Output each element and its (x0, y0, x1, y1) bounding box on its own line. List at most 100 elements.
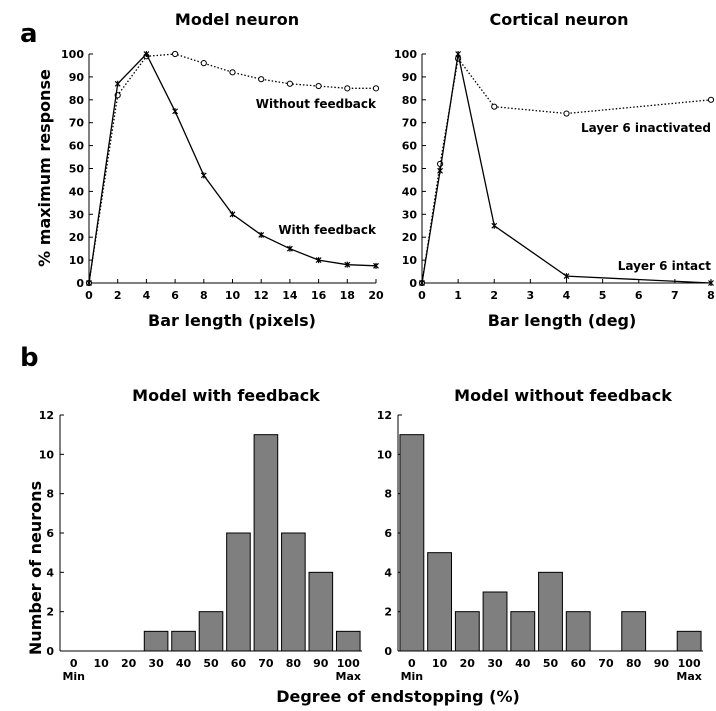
x-tick-label: 40 (176, 657, 192, 670)
data-point (172, 50, 179, 58)
x-tick-label: 90 (654, 657, 670, 670)
x-tick-label: 6 (171, 289, 179, 302)
histogram-bar (621, 611, 647, 652)
data-point (563, 110, 570, 117)
y-tick-label: 60 (402, 140, 418, 153)
histogram-bar (281, 532, 306, 652)
series-label: Without feedback (256, 97, 377, 111)
x-tick-label: 10 (432, 657, 448, 670)
y-axis-label-neurons: Number of neurons (26, 481, 45, 655)
y-tick-label: 90 (402, 71, 418, 84)
y-tick-label: 60 (69, 140, 85, 153)
data-point (419, 280, 425, 286)
x-tick-label: 3 (527, 289, 535, 302)
x-tick-label: 80 (626, 657, 642, 670)
data-point (315, 257, 322, 264)
histogram-with-feedback: 0 2 4 6 8 10 12 0 10 20 30 40 50 60 70 80 90 100 Min Max (39, 409, 362, 683)
histogram-bar (198, 611, 224, 652)
y-tick-label: 80 (402, 94, 418, 107)
series-label: Layer 6 intact (618, 259, 712, 273)
y-tick-label: 70 (402, 117, 418, 130)
y-tick-label: 30 (69, 208, 85, 221)
x-tick-label: 14 (282, 289, 298, 302)
x-tick-label: 4 (143, 289, 151, 302)
x-tick-label: 60 (231, 657, 247, 670)
chart-title-cortical-neuron: Cortical neuron (490, 10, 629, 29)
data-point (258, 76, 265, 83)
chart-title-model-neuron: Model neuron (175, 10, 299, 29)
y-tick-label: 4 (46, 566, 54, 579)
data-point (286, 245, 293, 252)
series-label: Layer 6 inactivated (581, 121, 711, 135)
x-tick-label: 0 (85, 289, 93, 302)
x-tick-label: 50 (203, 657, 219, 670)
x-tick-label: 90 (313, 657, 329, 670)
y-tick-label: 6 (384, 527, 392, 540)
data-point (707, 96, 715, 103)
data-point (200, 172, 207, 179)
y-tick-label: 20 (69, 231, 85, 244)
x-min-label: Min (62, 670, 85, 683)
histogram-bar (171, 630, 196, 652)
data-point (229, 69, 236, 76)
data-point (114, 80, 121, 87)
y-tick-label: 50 (69, 163, 85, 176)
y-tick-label: 2 (384, 606, 392, 619)
histogram-bar (565, 611, 591, 652)
x-axis-label-deg: Bar length (deg) (488, 311, 637, 330)
line-chart-cortical-neuron: 0 10 20 30 40 50 60 70 80 90 100 0 1 2 3 4 5 6 7 8 Layer 6 i… (394, 48, 715, 302)
y-tick-label: 20 (402, 231, 418, 244)
x-tick-label: 70 (258, 657, 274, 670)
histogram-bar (253, 434, 279, 652)
data-point (437, 167, 443, 174)
x-tick-label: 10 (225, 289, 241, 302)
data-point (455, 51, 462, 57)
x-tick-label: 0 (418, 289, 426, 302)
x-tick-label: 60 (571, 657, 587, 670)
histogram-bar (427, 552, 453, 652)
data-point (86, 280, 92, 286)
line-chart-model-neuron: 0 10 20 30 40 50 60 70 80 90 100 0 2 4 6 8 10 12 14 16 18 20 W… (61, 48, 384, 302)
x-tick-label: 70 (598, 657, 614, 670)
x-tick-label: 16 (311, 289, 327, 302)
data-point (200, 60, 207, 67)
data-point (258, 231, 265, 238)
y-tick-label: 2 (46, 606, 54, 619)
x-axis-label-pixels: Bar length (pixels) (148, 311, 316, 330)
y-axis-label-response: % maximum response (35, 69, 54, 267)
panel-letter-b: b (20, 343, 39, 373)
y-tick-label: 12 (377, 409, 392, 422)
x-tick-label: 7 (671, 289, 679, 302)
y-tick-label: 8 (46, 488, 54, 501)
y-tick-label: 10 (39, 448, 55, 461)
series-line (421, 53, 712, 284)
x-tick-label: 4 (563, 289, 571, 302)
x-tick-label: 100 (678, 657, 701, 670)
y-tick-label: 0 (76, 277, 84, 290)
data-point (563, 273, 570, 280)
panel-letter-a: a (20, 19, 38, 49)
y-tick-label: 100 (61, 48, 84, 61)
data-point (491, 103, 498, 110)
histogram-bar (676, 630, 702, 652)
series-line (421, 57, 712, 284)
histogram-bar (399, 434, 425, 652)
x-tick-label: 6 (635, 289, 643, 302)
histogram-bar (482, 591, 508, 652)
x-tick-label: 10 (94, 657, 110, 670)
x-max-label: Max (336, 670, 361, 683)
data-point (372, 85, 380, 92)
data-point (143, 51, 150, 57)
series-label: With feedback (278, 223, 377, 237)
data-point (315, 82, 322, 90)
data-point (491, 222, 498, 229)
x-tick-label: 2 (490, 289, 498, 302)
y-tick-label: 100 (394, 48, 417, 61)
y-tick-label: 12 (39, 409, 54, 422)
x-axis-label-endstopping: Degree of endstopping (%) (276, 687, 520, 706)
data-point (344, 85, 351, 92)
chart-title-model-with-feedback: Model with feedback (132, 386, 320, 405)
series-line (88, 53, 376, 284)
x-tick-label: 30 (487, 657, 503, 670)
x-max-label: Max (676, 670, 701, 683)
